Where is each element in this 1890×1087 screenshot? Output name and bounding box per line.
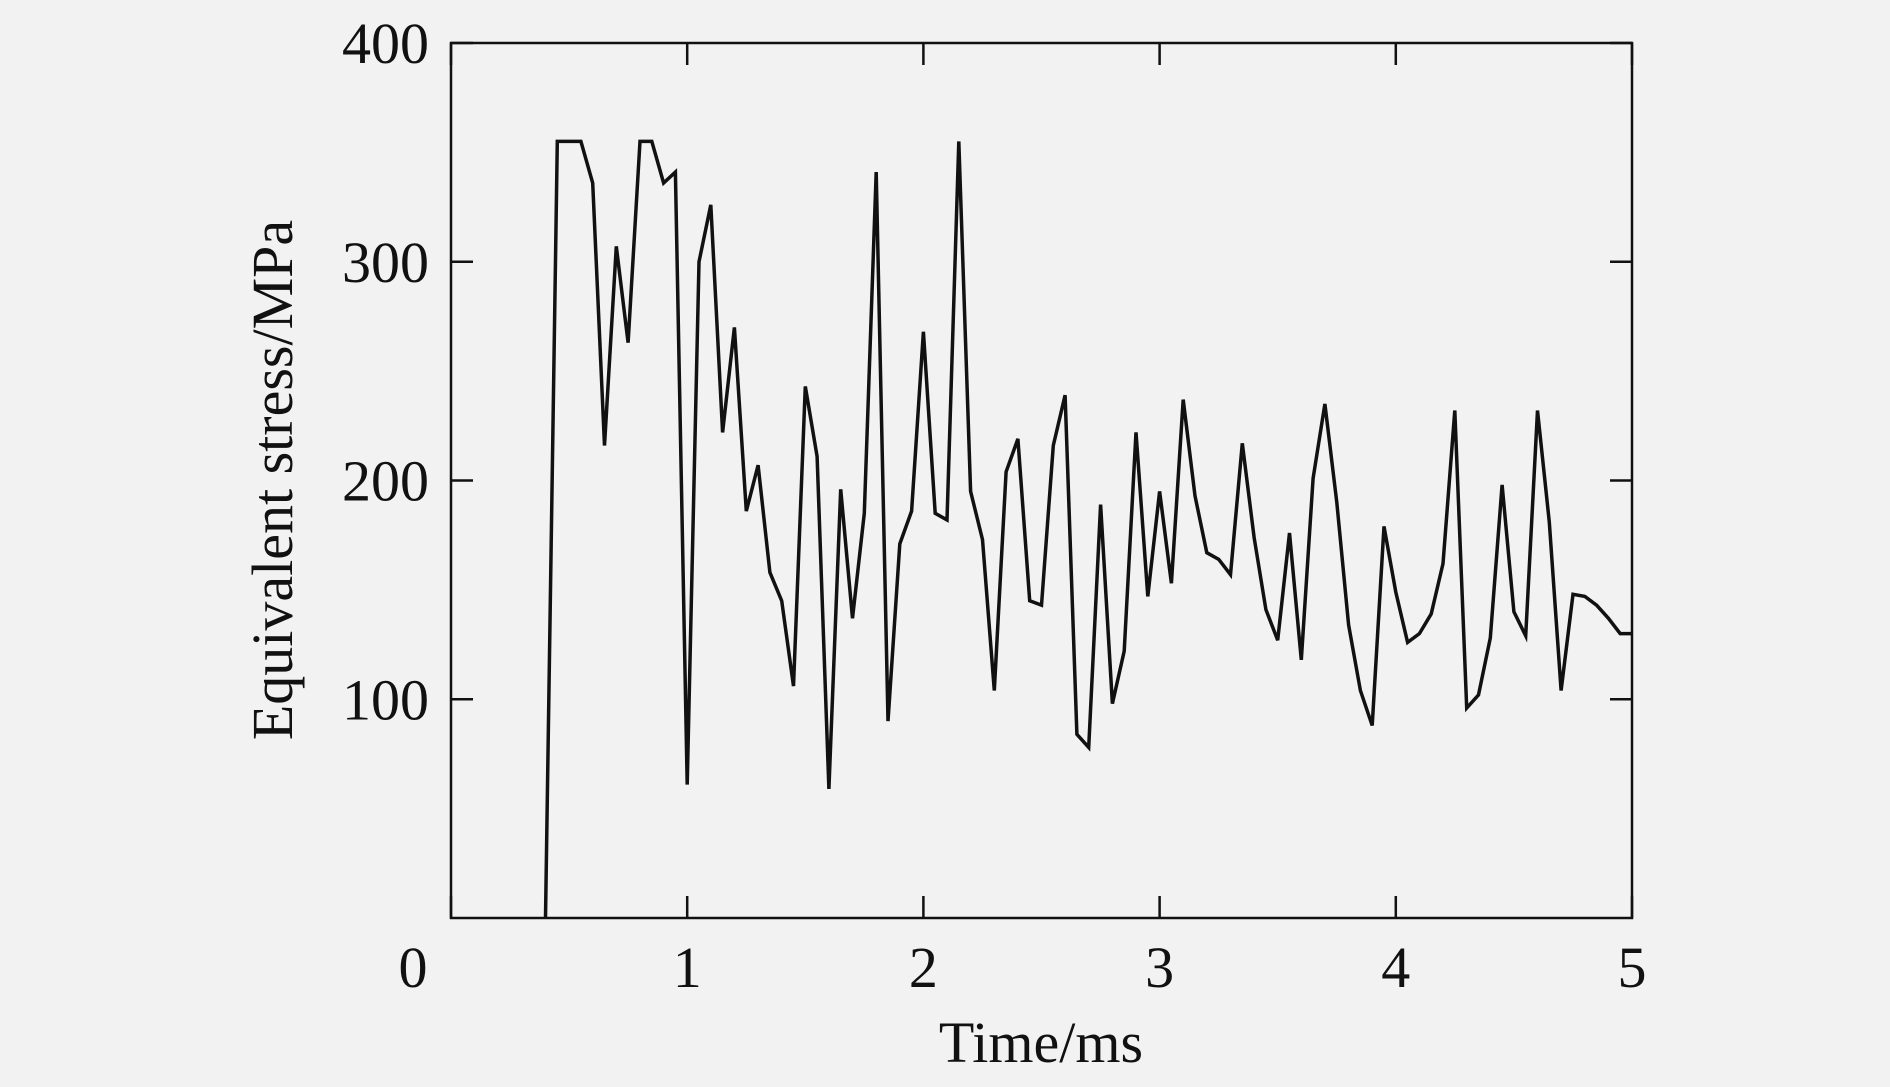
plot-frame — [449, 41, 1634, 920]
series-layer — [543, 139, 1632, 919]
x-tick-label: 3 — [1145, 935, 1174, 1000]
x-tick-label: 0 — [399, 935, 428, 1000]
y-tick-label: 200 — [342, 449, 429, 514]
x-axis-label: Time/ms — [939, 1010, 1143, 1075]
x-axis-ticks: 0 1 2 3 4 5 — [399, 43, 1647, 1000]
x-tick-label: 4 — [1381, 935, 1410, 1000]
y-axis-label: Equivalent stress/MPa — [240, 220, 305, 740]
y-axis-ticks: 100 200 300 400 — [342, 11, 1632, 732]
x-tick-label: 5 — [1618, 935, 1647, 1000]
x-tick-label: 2 — [909, 935, 938, 1000]
y-tick-label: 300 — [342, 230, 429, 295]
y-tick-label: 100 — [342, 667, 429, 732]
stress-series-line — [543, 139, 1632, 919]
y-tick-label: 400 — [342, 11, 429, 76]
x-tick-label: 1 — [673, 935, 702, 1000]
